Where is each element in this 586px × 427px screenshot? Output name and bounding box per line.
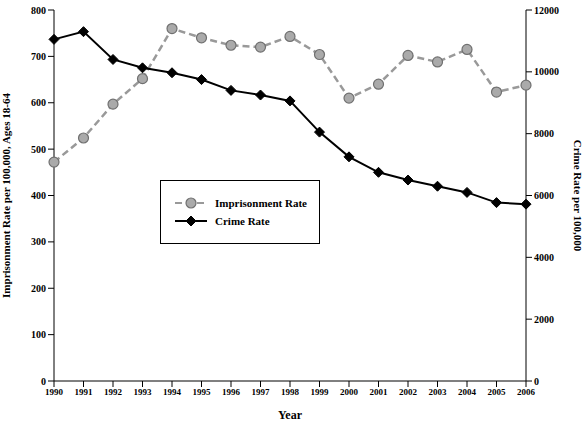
svg-text:6000: 6000: [534, 190, 554, 201]
svg-text:4000: 4000: [534, 252, 554, 263]
svg-text:2000: 2000: [340, 387, 359, 397]
svg-text:Imprisonment Rate per 100,000,: Imprisonment Rate per 100,000, Ages 18-6…: [8, 93, 12, 298]
svg-text:2004: 2004: [458, 387, 477, 397]
svg-text:2000: 2000: [534, 314, 554, 325]
svg-text:1996: 1996: [222, 387, 241, 397]
svg-text:1998: 1998: [281, 387, 300, 397]
html-text:Crime Rate: Crime Rate: [215, 215, 270, 227]
svg-text:Crime Rate per 100,000: Crime Rate per 100,000: [572, 140, 578, 252]
svg-text:1992: 1992: [104, 387, 123, 397]
svg-text:1995: 1995: [193, 387, 212, 397]
svg-text:1993: 1993: [134, 387, 153, 397]
svg-text:700: 700: [31, 51, 46, 62]
svg-text:1990: 1990: [45, 387, 64, 397]
svg-text:600: 600: [31, 97, 46, 108]
html-text:Imprisonment Rate: Imprisonment Rate: [215, 197, 307, 209]
svg-text:2002: 2002: [399, 387, 418, 397]
svg-text:0: 0: [534, 376, 539, 387]
svg-text:2005: 2005: [488, 387, 507, 397]
svg-text:1997: 1997: [252, 387, 271, 397]
svg-text:500: 500: [31, 144, 46, 155]
svg-text:1991: 1991: [75, 387, 94, 397]
svg-text:300: 300: [31, 236, 46, 247]
svg-text:8000: 8000: [534, 128, 554, 139]
svg-text:800: 800: [31, 5, 46, 16]
svg-text:2003: 2003: [429, 387, 448, 397]
svg-text:1994: 1994: [163, 387, 182, 397]
svg-text:2006: 2006: [517, 387, 536, 397]
svg-text:200: 200: [31, 283, 46, 294]
svg-text:10000: 10000: [534, 66, 559, 77]
svg-text:2001: 2001: [370, 387, 389, 397]
svg-text:12000: 12000: [534, 5, 559, 16]
svg-text:100: 100: [31, 329, 46, 340]
svg-text:1999: 1999: [311, 387, 330, 397]
svg-text:400: 400: [31, 190, 46, 201]
svg-text:Year: Year: [278, 408, 303, 422]
svg-text:0: 0: [41, 376, 46, 387]
